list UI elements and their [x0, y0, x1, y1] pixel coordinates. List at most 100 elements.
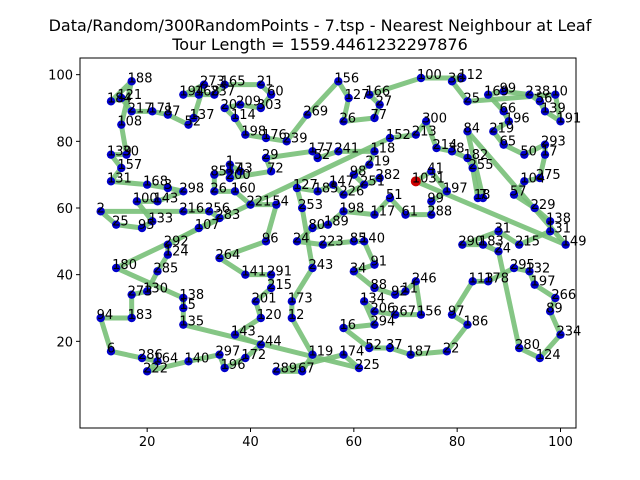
city-point: [127, 313, 136, 323]
city-label: 186: [464, 315, 489, 330]
city-point: [344, 93, 353, 103]
city-label: 198: [340, 201, 365, 216]
city-label: 196: [505, 111, 530, 126]
city-label: 185: [314, 181, 339, 196]
city-point: [499, 140, 508, 149]
tour-segment: [459, 228, 501, 248]
city-point: [545, 307, 555, 316]
y-axis-ticks: 20 40 60 80 100: [48, 69, 80, 350]
tour-segment: [273, 352, 346, 374]
city-label: 138: [546, 211, 571, 226]
city-label: 20: [221, 98, 238, 113]
city-label: 138: [179, 288, 204, 303]
city-point: [328, 180, 338, 189]
city-label: 26: [210, 181, 227, 196]
city-label: 131: [546, 221, 571, 236]
city-point: [256, 80, 266, 89]
city-point: [535, 173, 545, 183]
y-tick-label: 60: [56, 202, 73, 217]
city-point: [117, 93, 126, 103]
city-label: 131: [107, 171, 132, 186]
city-label: 160: [231, 181, 256, 196]
city-label: 180: [112, 258, 137, 273]
city-point: [545, 217, 555, 226]
city-point: [494, 247, 503, 256]
city-point: [230, 187, 240, 196]
city-point: [220, 363, 229, 373]
city-label: 141: [241, 265, 266, 280]
city-point: [540, 150, 550, 159]
city-label: 221: [247, 195, 272, 210]
tour-segment: [118, 122, 129, 158]
city-label: 67: [298, 361, 315, 376]
city-point: [163, 183, 173, 193]
city-point: [96, 313, 105, 323]
city-label: 88: [371, 278, 388, 293]
city-point: [556, 117, 565, 126]
city-label: 165: [221, 75, 246, 90]
tour-segment: [289, 265, 315, 304]
city-label: 31: [495, 221, 512, 236]
city-label: 77: [371, 108, 388, 123]
city-label: 12: [288, 308, 305, 323]
city-label: 152: [386, 128, 411, 143]
city-point: [266, 283, 276, 293]
city-point: [339, 207, 348, 216]
city-point: [225, 167, 235, 176]
tour-segment: [284, 112, 310, 144]
city-label: 98: [350, 165, 367, 180]
city-label: 16: [340, 318, 357, 333]
city-point: [411, 277, 421, 286]
city-label: 2: [97, 201, 105, 216]
city-label: 104: [520, 171, 545, 186]
city-label: 229: [531, 198, 556, 213]
city-label: 293: [541, 135, 566, 150]
tour-segment: [366, 75, 424, 98]
city-label: 6: [107, 341, 115, 356]
city-point: [215, 350, 224, 359]
tour-segment: [113, 265, 186, 301]
tour-segment: [496, 248, 522, 351]
city-label: 237: [210, 85, 235, 100]
city-label: 127: [345, 88, 370, 103]
city-point: [153, 197, 162, 206]
city-label: 72: [267, 161, 284, 176]
city-label: 267: [391, 305, 416, 320]
city-label: 60: [267, 85, 284, 100]
city-label: 164: [154, 351, 179, 366]
city-label: 246: [412, 271, 437, 286]
city-point: [215, 253, 224, 263]
city-point: [514, 343, 524, 353]
city-label: 17: [541, 145, 558, 160]
city-point: [520, 177, 529, 186]
city-label: 135: [179, 315, 204, 330]
city-label: 183: [128, 308, 153, 323]
city-label: 168: [143, 175, 168, 190]
city-label: 253: [298, 198, 323, 213]
city-label: 54: [272, 195, 289, 210]
city-point: [551, 293, 560, 303]
city-label: 200: [226, 168, 251, 183]
city-point: [499, 107, 508, 116]
city-point: [489, 127, 498, 136]
city-point: [246, 200, 255, 209]
city-label: 99: [427, 191, 444, 206]
city-label: 288: [427, 205, 452, 220]
tour-segment: [155, 188, 186, 204]
city-point: [210, 90, 219, 99]
city-point: [225, 160, 235, 169]
city-point: [365, 343, 374, 353]
city-label: 298: [179, 181, 204, 196]
city-label: 120: [257, 308, 282, 323]
city-label: 178: [484, 271, 509, 286]
city-label: 10: [551, 85, 568, 100]
city-label: 96: [262, 231, 279, 246]
city-label: 171: [148, 101, 173, 116]
city-point: [127, 290, 136, 299]
city-label: 191: [557, 111, 582, 126]
tour-segment: [470, 165, 481, 201]
city-point: [370, 113, 379, 123]
city-point: [266, 167, 276, 176]
city-label: 100: [133, 191, 158, 206]
city-label: 24: [293, 231, 310, 246]
